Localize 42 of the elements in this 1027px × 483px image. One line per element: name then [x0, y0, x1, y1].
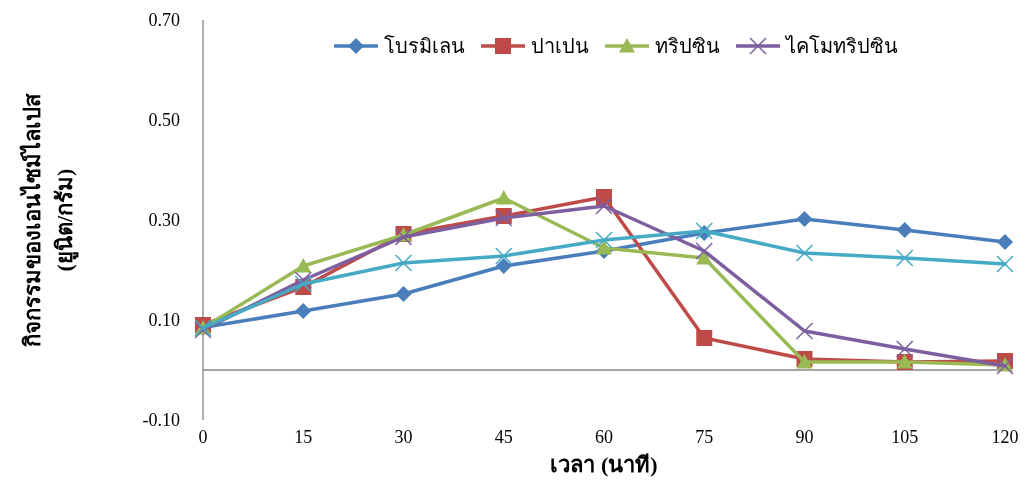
point [495, 258, 512, 274]
x-tick-label: 0 [198, 427, 208, 447]
y-tick-label: 0.70 [148, 10, 180, 30]
y-tick-label: 0.10 [148, 310, 180, 330]
point [295, 258, 312, 273]
point [495, 190, 512, 205]
legend-label: ปาเปน [531, 35, 589, 57]
point [595, 197, 613, 215]
point [896, 222, 913, 238]
point [394, 228, 413, 246]
point [795, 244, 814, 262]
point [997, 234, 1013, 250]
point [596, 240, 612, 255]
point [796, 211, 813, 227]
point [795, 322, 814, 340]
y-tick-label: -0.10 [142, 410, 180, 430]
legend-label: ไคโมทริปซิน [784, 35, 898, 57]
x-tick-label: 30 [394, 427, 413, 447]
legend-label: ทริปซิน [655, 35, 720, 57]
x-tick-label: 75 [695, 427, 714, 447]
point [294, 275, 312, 293]
point [295, 303, 312, 319]
legend-label: โบรมิเลน [384, 35, 465, 57]
x-tick-label: 45 [494, 427, 513, 447]
x-tick-label: 105 [891, 427, 919, 447]
point [896, 340, 914, 358]
point [695, 242, 713, 260]
y-tick-label: 0.50 [148, 110, 180, 130]
point [595, 231, 613, 249]
x-axis-title: เวลา (นาที) [550, 452, 658, 477]
point [495, 247, 513, 265]
y-tick-label: 0.30 [148, 210, 180, 230]
x-tick-label: 120 [991, 427, 1019, 447]
point [395, 286, 412, 302]
x-tick-label: 15 [294, 427, 313, 447]
point [996, 255, 1014, 273]
point [696, 330, 713, 346]
point [896, 249, 914, 267]
point [394, 254, 413, 272]
x-tick-label: 60 [595, 427, 613, 447]
y-axis-title: กิจกรรมของเอนไซม์ไลเปส (ยูนิต/กรัม) [19, 92, 79, 347]
x-tick-label: 90 [795, 427, 814, 447]
